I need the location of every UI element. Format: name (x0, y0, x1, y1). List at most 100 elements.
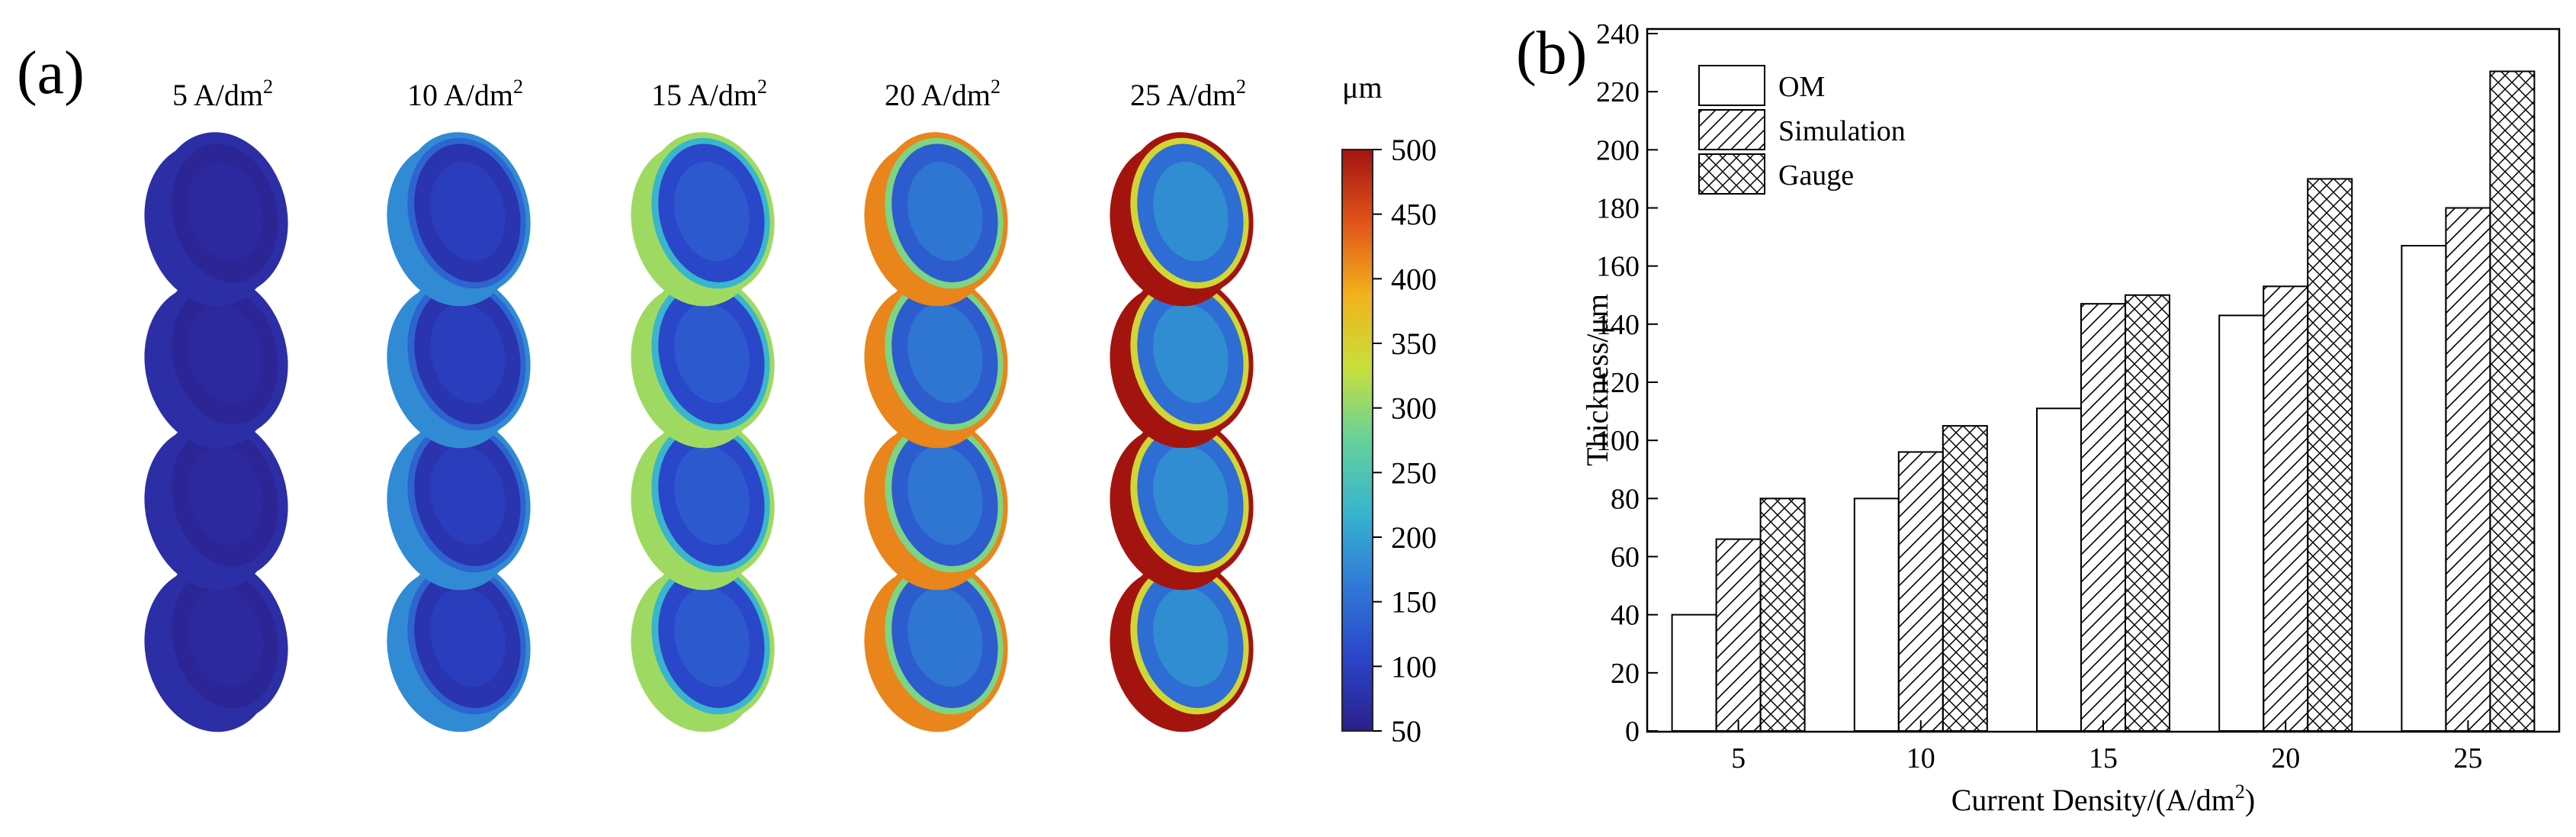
disc-center (430, 446, 506, 546)
legend-label: Gauge (1778, 159, 1854, 192)
disc-center (430, 588, 506, 687)
coated-disc (631, 132, 775, 307)
column-header: 5 A/dm2 (172, 76, 273, 112)
disc-center (674, 588, 750, 687)
bar-gauge-10 (1942, 425, 1988, 732)
disc-column (387, 132, 531, 732)
colorbar-tick-label: 100 (1391, 649, 1437, 684)
x-tick-label: 10 (1906, 742, 1935, 774)
coated-disc (144, 416, 288, 591)
bar-simulation-15 (2080, 303, 2126, 732)
colorbar-gradient (1341, 149, 1373, 732)
disc-center (430, 304, 506, 404)
coated-disc (864, 274, 1008, 449)
coated-disc (864, 132, 1008, 307)
bar-gauge-15 (2125, 294, 2170, 732)
coated-disc (864, 558, 1008, 732)
coated-disc (864, 416, 1008, 591)
disc-center (674, 304, 750, 404)
bar-gauge-5 (1759, 497, 1806, 732)
coated-disc (1110, 274, 1254, 449)
colorbar-tick-label: 250 (1391, 456, 1437, 490)
x-tick-label: 5 (1731, 742, 1746, 774)
legend-label: OM (1778, 71, 1825, 103)
colorbar-tick-label: 300 (1391, 391, 1437, 426)
bar-simulation-10 (1897, 451, 1944, 732)
bar-om-10 (1853, 497, 1900, 732)
bar-om-5 (1671, 613, 1717, 732)
disc-center (1153, 588, 1229, 687)
coated-disc (387, 558, 531, 732)
bar-om-15 (2036, 407, 2082, 732)
y-tick-label: 200 (1596, 134, 1640, 166)
column-header: 15 A/dm2 (651, 76, 767, 112)
y-tick-label: 80 (1611, 483, 1640, 515)
disc-center (907, 304, 983, 404)
colorbar-ticks: 500 450 400 350 300 250 200 150 100 50 (1373, 133, 1437, 748)
colorbar-tick-label: 500 (1391, 133, 1437, 167)
disc-column (144, 132, 288, 732)
disc-center (907, 162, 983, 262)
disc-center (674, 162, 750, 262)
panel-b-label: (b) (1516, 20, 1587, 87)
disc-column (1110, 132, 1254, 732)
y-tick-label: 180 (1596, 193, 1640, 225)
bar-gauge-25 (2489, 70, 2536, 732)
x-tick-label: 15 (2089, 742, 2118, 774)
y-tick-label: 100 (1596, 425, 1640, 457)
colorbar-tick-label: 350 (1391, 327, 1437, 361)
disc-center (188, 446, 263, 546)
disc-center (1153, 304, 1229, 404)
coated-disc (1110, 416, 1254, 591)
plot-frame (1646, 27, 2561, 733)
disc-center (1153, 446, 1229, 546)
disc-center (430, 162, 506, 262)
x-tick-label: 20 (2271, 742, 2300, 774)
disc-columns (144, 132, 1254, 732)
colorbar-tick-label: 50 (1391, 714, 1421, 748)
bar-simulation-20 (2263, 285, 2309, 732)
column-header: 20 A/dm2 (885, 76, 1001, 112)
coated-disc (1110, 132, 1254, 307)
coated-disc (631, 558, 775, 732)
y-tick-label: 240 (1596, 18, 1640, 50)
legend-swatch (1698, 65, 1765, 106)
x-tick-label: 25 (2453, 742, 2482, 774)
panel-a-label: (a) (17, 40, 85, 107)
coated-disc (387, 416, 531, 591)
bar-om-25 (2401, 245, 2447, 732)
y-tick-label: 120 (1596, 367, 1640, 399)
x-axis-label: Current Density/(A/dm2) (1951, 781, 2256, 817)
y-tick-label: 60 (1611, 542, 1640, 574)
panel-b: (b) 0 20 40 60 80 100 120 140 160 180 200 220 240 5 10… (1516, 18, 2561, 817)
disc-center (188, 588, 263, 687)
colorbar-tick-label: 200 (1391, 520, 1437, 555)
bar-om-20 (2218, 314, 2265, 732)
coated-disc (387, 132, 531, 307)
coated-disc (144, 274, 288, 449)
column-header: 10 A/dm2 (407, 76, 523, 112)
disc-column (864, 132, 1008, 732)
legend-swatch (1698, 153, 1765, 195)
bar-chart: 0 20 40 60 80 100 120 140 160 180 200 220 240 5 10 15 20… (1596, 18, 2536, 774)
panel-a: (a) 5 A/dm2 10 A/dm2 15 A/dm2 20 A/dm2 25 A/… (17, 40, 1437, 748)
colorbar-unit: μm (1342, 70, 1383, 105)
colorbar-tick-label: 400 (1391, 262, 1437, 296)
disc-center (907, 588, 983, 687)
disc-center (1153, 162, 1229, 262)
coated-disc (144, 132, 288, 307)
coated-disc (387, 274, 531, 449)
colorbar-tick-label: 450 (1391, 198, 1437, 232)
bar-simulation-5 (1715, 538, 1762, 732)
y-tick-label: 220 (1596, 76, 1640, 108)
y-tick-label: 20 (1611, 658, 1640, 690)
disc-center (674, 446, 750, 546)
y-tick-label: 160 (1596, 251, 1640, 283)
legend: OM Simulation Gauge (1698, 65, 1906, 195)
coated-disc (144, 558, 288, 732)
disc-center (188, 162, 263, 262)
y-tick-label: 140 (1596, 309, 1640, 341)
legend-swatch (1698, 109, 1765, 150)
y-tick-label: 0 (1625, 716, 1640, 748)
